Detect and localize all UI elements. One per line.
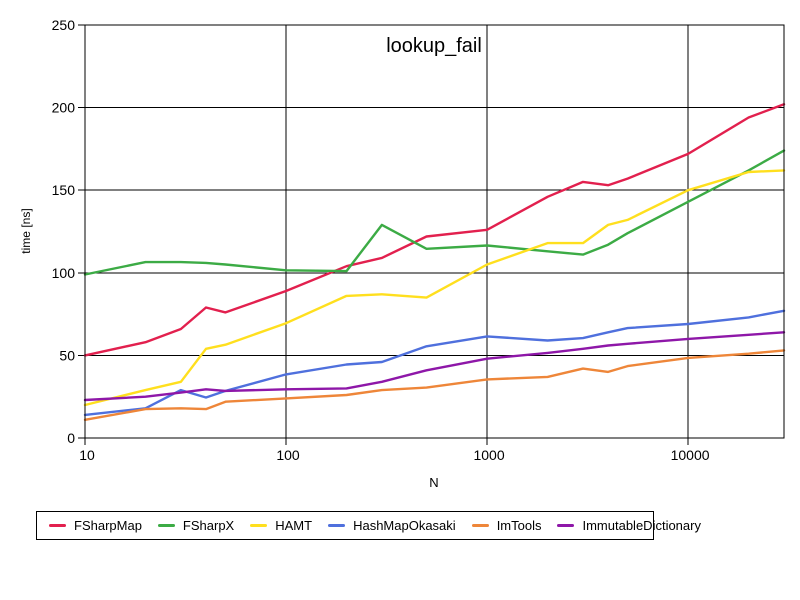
y-tick-label: 250 [52,17,76,33]
series-line-HAMT [83,169,786,407]
legend-label: HAMT [275,518,313,533]
legend-line-swatch [471,524,489,527]
series-line-FSharpX [83,149,786,276]
legend-item-HashMapOkasaki: HashMapOkasaki [328,518,456,533]
y-tick-label: 0 [67,430,75,446]
x-tick-label: 1000 [473,447,504,463]
legend-label: ImTools [496,518,542,533]
y-tick-label: 50 [59,347,75,363]
plot-border [84,24,785,439]
series-line-ImTools [83,349,786,421]
y-axis-label: time [ns] [19,208,33,253]
legend-line-swatch [157,524,175,527]
legend-label: FSharpX [182,518,235,533]
x-tick-label: 100 [276,447,300,463]
benchmark-line-chart: lookup_fail time [ns] N 0 50 100 150 200 250 1… [19,17,786,490]
legend-line-swatch [250,524,268,527]
legend-item-ImmutableDictionary: ImmutableDictionary [557,518,701,533]
chart-title: lookup_fail [386,35,482,57]
legend-label: HashMapOkasaki [353,518,456,533]
series-line-FSharpMap [83,103,786,357]
line-chart: lookup_fail time [ns] N 0 50 100 150 200 250 1… [19,17,786,490]
x-tick-label: 10000 [671,447,710,463]
legend-line-swatch [557,524,575,527]
data-series [83,103,786,421]
legend-line-swatch [49,524,66,527]
legend: FSharpMap FSharpX HAMT HashMapOkasaki ImTool… [36,511,701,540]
series-line-ImmutableDictionary [83,331,786,402]
legend-label: ImmutableDictionary [582,518,701,533]
legend-item-FSharpX: FSharpX [157,518,235,533]
legend-item-FSharpMap: FSharpMap [49,518,142,533]
legend-label: FSharpMap [74,518,142,533]
legend-item-HAMT: HAMT [250,518,312,533]
y-tick-label: 100 [52,265,76,281]
legend-line-swatch [328,524,346,527]
y-tick-label: 150 [52,182,76,198]
legend-item-ImTools: ImTools [471,518,542,533]
y-tick-label: 200 [52,100,76,116]
x-tick-label: 10 [79,447,95,463]
series-line-HashMapOkasaki [83,309,786,417]
x-axis-label: N [429,475,438,490]
